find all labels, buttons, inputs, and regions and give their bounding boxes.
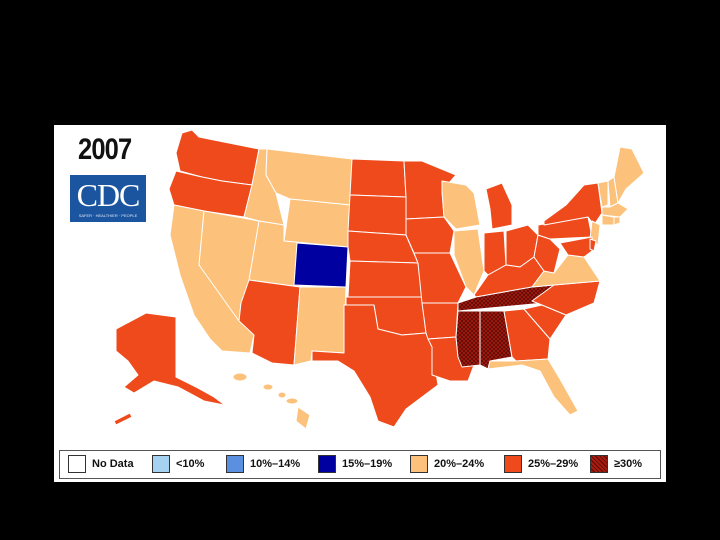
state-AK-chain: [113, 412, 133, 426]
state-MS: [455, 310, 481, 368]
state-ND: [349, 158, 407, 198]
state-MT: [265, 148, 353, 206]
legend-item: <10%: [152, 454, 204, 474]
legend-item: 25%–29%: [504, 454, 578, 474]
state-CT: [601, 214, 615, 226]
legend-item: 20%–24%: [410, 454, 484, 474]
state-SD: [347, 194, 407, 236]
state-MI: [485, 182, 513, 230]
legend-swatch: [590, 455, 608, 473]
legend-swatch: [152, 455, 170, 473]
legend-label: ≥30%: [614, 458, 643, 470]
legend-label: 20%–24%: [434, 458, 485, 470]
state-ME: [613, 146, 645, 204]
cdc-logo-tagline: SAFER · HEALTHIER · PEOPLE: [78, 213, 138, 218]
state-IA: [405, 216, 455, 254]
legend-item: 10%–14%: [226, 454, 300, 474]
map-title: 2007: [78, 133, 132, 166]
cdc-logo-text: CDC: [76, 177, 141, 213]
state-KS: [347, 260, 423, 298]
state-WI: [441, 180, 481, 230]
legend-label: 25%–29%: [528, 458, 579, 470]
legend-swatch: [318, 455, 336, 473]
map-panel: 2007 CDC SAFER · HEALTHIER · PEOPLE: [54, 125, 666, 482]
legend-item: No Data: [68, 454, 134, 474]
state-RI: [613, 216, 621, 226]
state-WY: [283, 198, 351, 248]
state-DE: [589, 238, 597, 252]
legend-item: ≥30%: [590, 454, 642, 474]
state-AR: [421, 302, 459, 340]
legend-swatch: [504, 455, 522, 473]
map-legend: No Data <10% 10%–14% 15%–19% 20%–24% 25%…: [59, 450, 661, 479]
legend-label: <10%: [176, 458, 205, 470]
state-AK: [115, 312, 231, 410]
us-states-map: [113, 129, 645, 430]
legend-label: 15%–19%: [342, 458, 393, 470]
legend-label: 10%–14%: [250, 458, 301, 470]
state-FL: [487, 358, 579, 416]
state-VT: [597, 180, 609, 208]
cdc-logo: CDC SAFER · HEALTHIER · PEOPLE: [70, 175, 146, 222]
state-CO: [293, 242, 349, 288]
state-TX: [311, 304, 439, 428]
state-NY: [543, 182, 603, 226]
state-HI: [232, 372, 311, 430]
legend-swatch: [410, 455, 428, 473]
legend-swatch: [226, 455, 244, 473]
state-MD: [559, 236, 593, 258]
legend-swatch: [68, 455, 86, 473]
legend-label: No Data: [92, 458, 134, 470]
legend-item: 15%–19%: [318, 454, 392, 474]
